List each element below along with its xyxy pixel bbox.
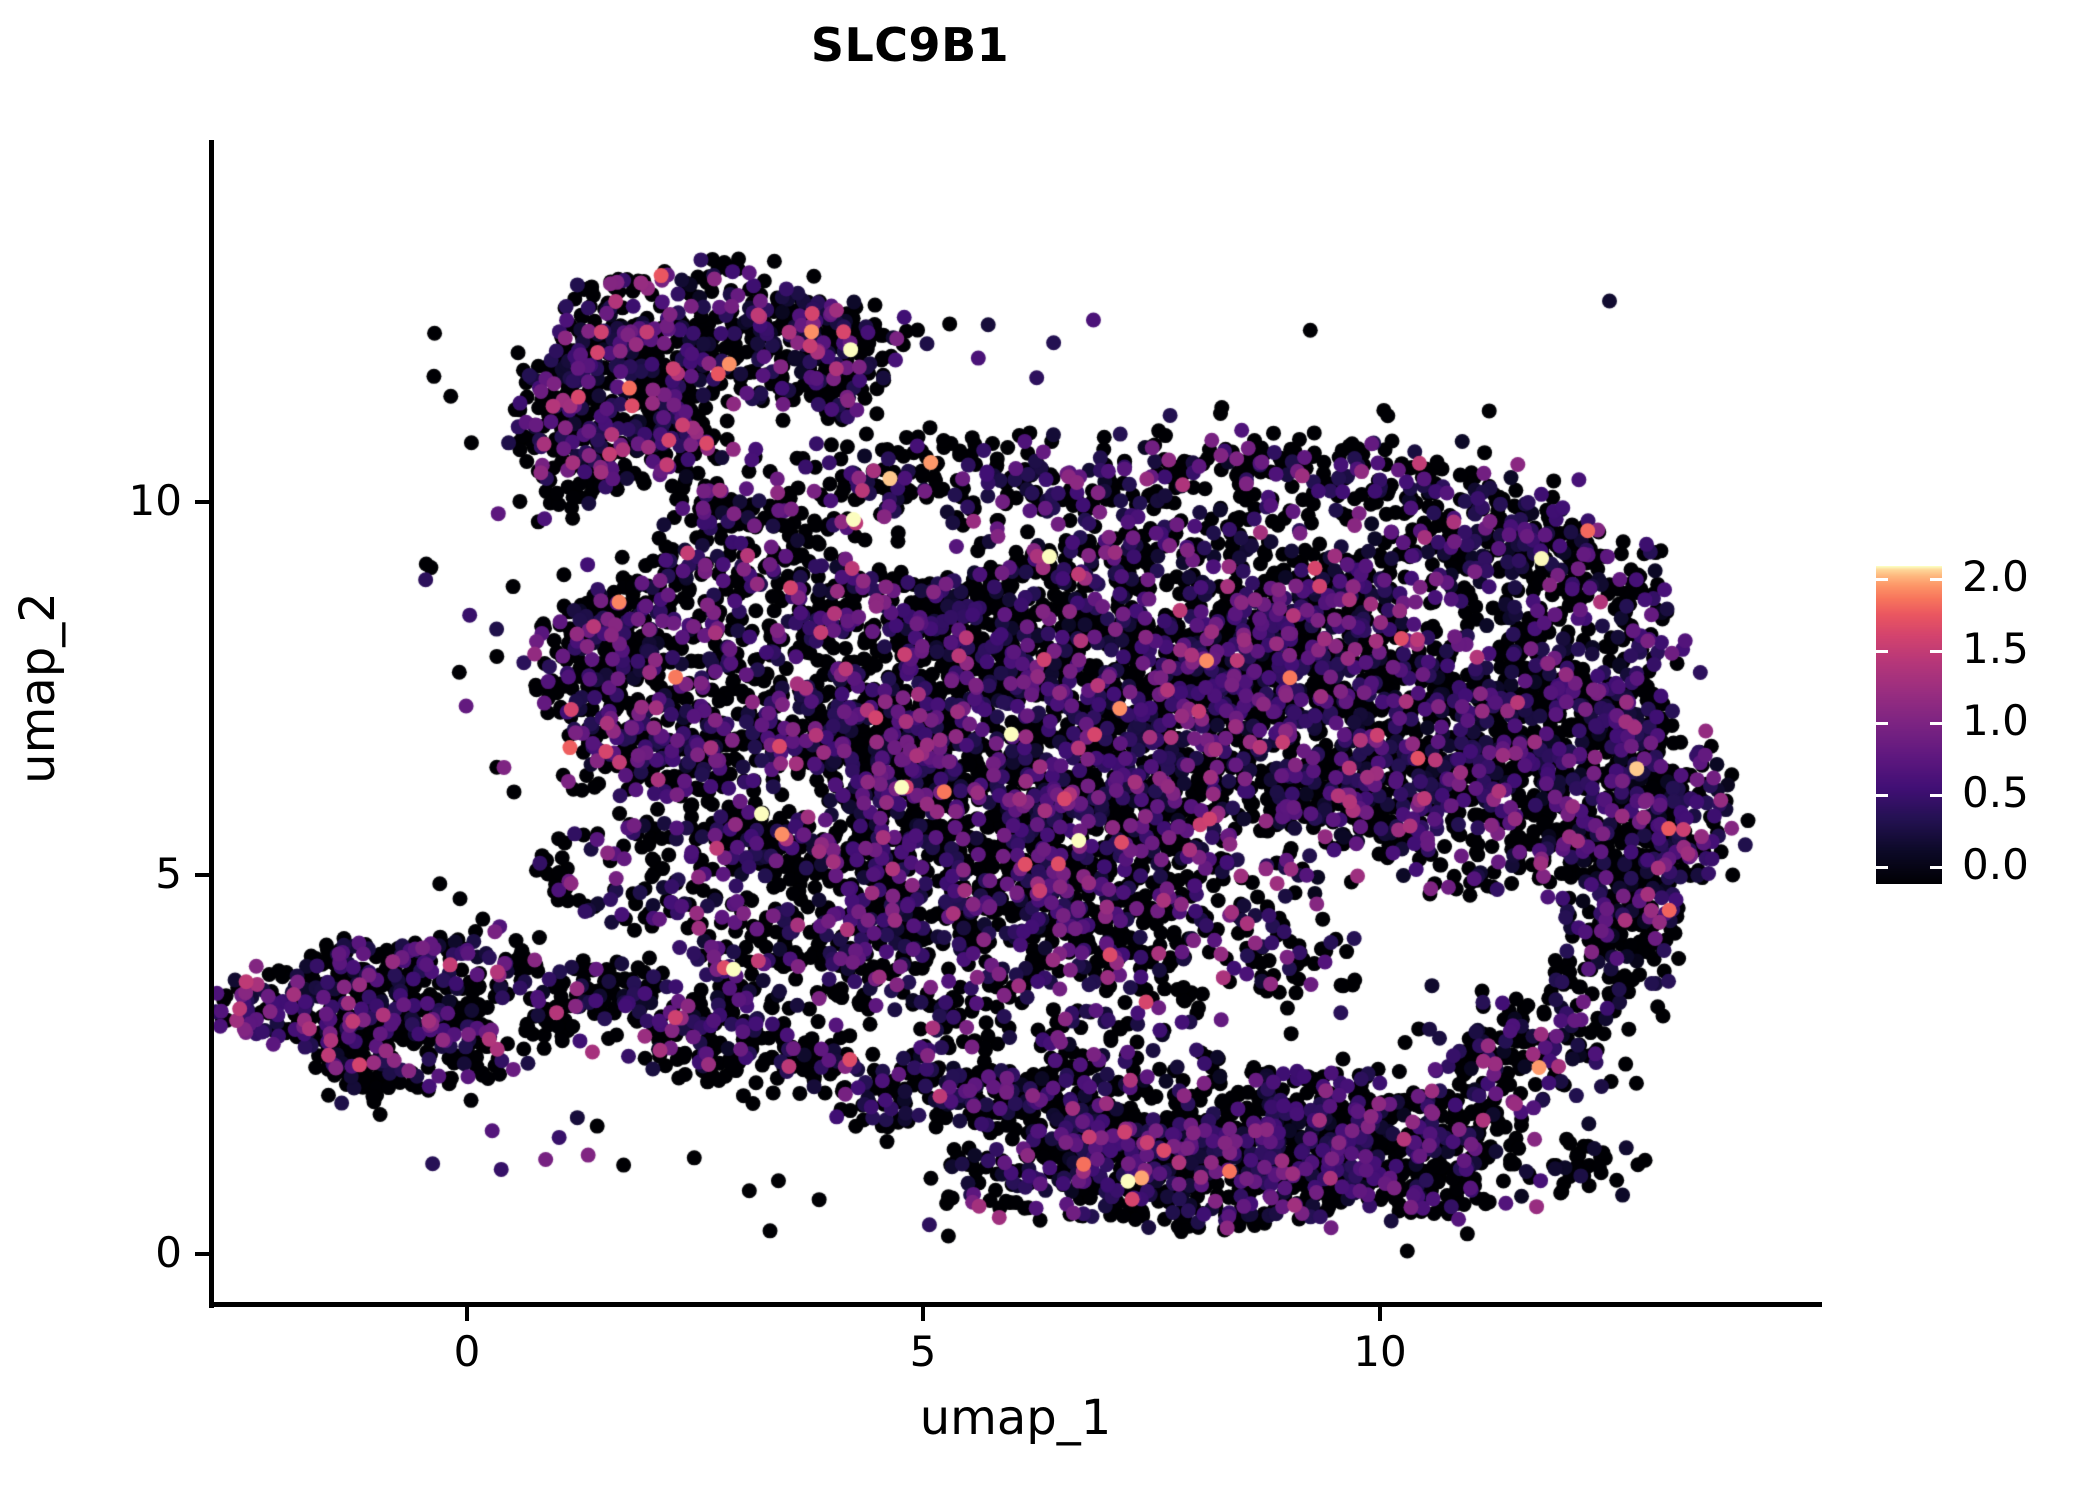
x-axis-spine <box>209 1302 1822 1307</box>
y-ticklabel-0: 0 <box>155 1228 182 1277</box>
colorbar-tick-2.0-right <box>1930 578 1942 581</box>
x-tick-10 <box>1378 1307 1382 1321</box>
x-ticklabel-10: 10 <box>1353 1327 1407 1376</box>
y-axis-spine <box>209 140 214 1308</box>
page-title: SLC9B1 <box>810 18 1010 72</box>
x-ticklabel-0: 0 <box>453 1327 481 1376</box>
colorbar-label-0.5: 0.5 <box>1962 768 2029 817</box>
x-tick-0 <box>465 1307 469 1321</box>
y-ticklabel-5: 5 <box>155 849 182 898</box>
colorbar-tick-2.0-left <box>1876 578 1888 581</box>
y-axis-label: umap_2 <box>10 592 66 784</box>
y-tick-10 <box>195 500 209 504</box>
x-axis-label: umap_1 <box>919 1390 1112 1446</box>
y-ticklabel-10: 10 <box>128 476 182 525</box>
colorbar-tick-1.5-left <box>1876 650 1888 653</box>
colorbar-tick-1.0-left <box>1876 722 1888 725</box>
colorbar-tick-1.0-right <box>1930 722 1942 725</box>
colorbar-tick-0.5-right <box>1930 794 1942 797</box>
colorbar-tick-0.0-left <box>1876 866 1888 869</box>
x-tick-5 <box>921 1307 925 1321</box>
umap-scatter-canvas <box>212 140 1820 1305</box>
x-ticklabel-5: 5 <box>909 1327 937 1376</box>
colorbar-gradient <box>1876 566 1942 884</box>
colorbar-label-0.0: 0.0 <box>1962 840 2029 889</box>
y-tick-5 <box>195 873 209 877</box>
colorbar-tick-0.5-left <box>1876 794 1888 797</box>
colorbar-tick-0.0-right <box>1930 866 1942 869</box>
colorbar-label-1.5: 1.5 <box>1962 624 2029 673</box>
colorbar-label-1.0: 1.0 <box>1962 696 2029 745</box>
scatter-plot-area <box>212 140 1820 1305</box>
colorbar-tick-1.5-right <box>1930 650 1942 653</box>
colorbar-label-2.0: 2.0 <box>1962 552 2029 601</box>
y-tick-0 <box>195 1252 209 1256</box>
colorbar: 2.0 1.5 1.0 0.5 0.0 <box>1876 556 2096 889</box>
